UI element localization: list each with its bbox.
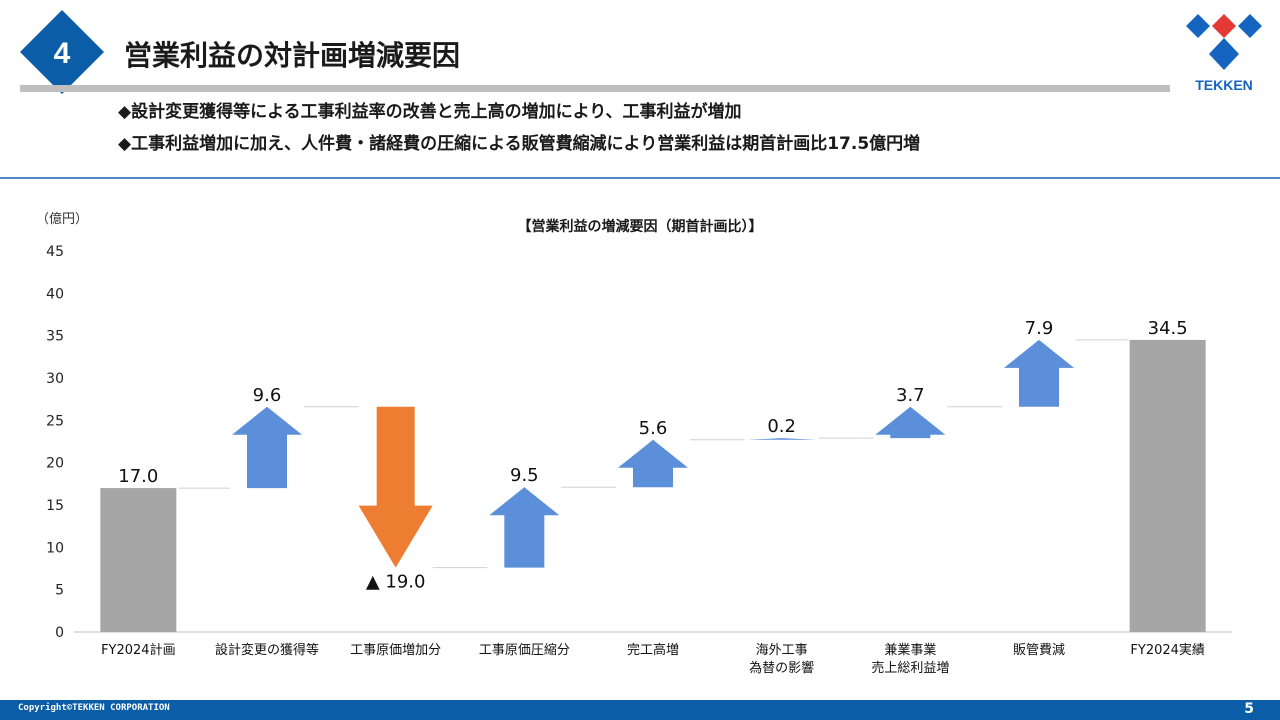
data-label: ▲ 19.0: [366, 572, 426, 593]
bullet-item: ◆設計変更獲得等による工事利益率の改善と売上高の増加により、工事利益が増加: [118, 102, 742, 122]
section-number-badge: 4: [20, 10, 104, 94]
data-label: 3.7: [896, 385, 925, 406]
y-tick-label: 35: [46, 329, 64, 345]
y-tick-label: 10: [46, 540, 64, 556]
waterfall-chart: （億円） 【営業利益の増減要因（期首計画比）】 0 5 10 15 20 25 30 35 40…: [36, 211, 1232, 676]
data-label: 5.6: [639, 418, 668, 439]
data-label: 7.9: [1025, 318, 1054, 339]
x-category-label: 設計変更の獲得等: [215, 642, 319, 658]
bullet-item: ◆工事利益増加に加え、人件費・諸経費の圧縮による販管費縮減により営業利益は期首計…: [118, 134, 921, 154]
tekken-logo: TEKKEN: [1186, 14, 1262, 93]
unit-label: （億円）: [36, 211, 88, 227]
increase-arrow: [875, 406, 946, 439]
y-tick-label: 25: [46, 413, 64, 429]
y-tick-label: 5: [55, 583, 64, 599]
total-bar: [1129, 339, 1206, 632]
increase-arrow: [618, 439, 688, 488]
total-bar: [100, 488, 177, 632]
increase-arrow: [1004, 339, 1074, 407]
x-category-label: FY2024計画: [101, 642, 176, 658]
logo-diamond-center: [1212, 14, 1236, 38]
decrease-arrow: [358, 406, 433, 568]
x-category-label: 販管費減: [1013, 642, 1065, 658]
y-tick-label: 40: [46, 286, 64, 302]
y-tick-label: 30: [46, 371, 64, 387]
data-label: 34.5: [1148, 318, 1188, 339]
logo-diamond-bottom: [1209, 38, 1239, 70]
data-label: 17.0: [118, 466, 158, 487]
section-number: 4: [54, 37, 71, 70]
logo-diamond-left: [1186, 14, 1210, 38]
y-tick-label: 45: [46, 244, 64, 260]
x-category-label: 完工高増: [627, 642, 679, 658]
bullet-list: ◆設計変更獲得等による工事利益率の改善と売上高の増加により、工事利益が増加 ◆工…: [118, 100, 920, 164]
logo-text: TEKKEN: [1195, 77, 1253, 93]
y-tick-label: 0: [55, 625, 64, 641]
header-divider: [0, 177, 1280, 179]
x-category-label: 工事原価増加分: [350, 643, 441, 658]
increase-arrow: [232, 406, 302, 489]
data-label: 9.6: [253, 385, 282, 406]
x-category-label: 工事原価圧縮分: [479, 642, 570, 658]
data-label: 9.5: [510, 465, 539, 486]
chart-title: 【営業利益の増減要因（期首計画比）】: [518, 218, 763, 235]
increase-arrow: [746, 438, 817, 440]
page-number: 5: [1244, 701, 1254, 717]
x-category-label: 売上総利益増: [871, 660, 949, 676]
x-category-label: 兼業事業: [884, 642, 936, 658]
y-tick-label: 15: [46, 498, 64, 514]
x-category-label: 為替の影響: [749, 660, 814, 676]
footer-bar: Copyright©TEKKEN CORPORATION 5: [0, 700, 1280, 720]
title-underline: [20, 85, 1170, 92]
x-category-label: 海外工事: [756, 643, 808, 658]
x-category-label: FY2024実績: [1130, 642, 1205, 658]
increase-arrow: [489, 487, 560, 568]
badge-diamond: [20, 10, 104, 94]
data-label: 0.2: [767, 416, 796, 437]
y-tick-label: 20: [46, 456, 64, 472]
logo-diamond-right: [1238, 14, 1262, 38]
page-title: 営業利益の対計画増減要因: [124, 39, 461, 72]
copyright-text: Copyright©TEKKEN CORPORATION: [18, 703, 170, 713]
